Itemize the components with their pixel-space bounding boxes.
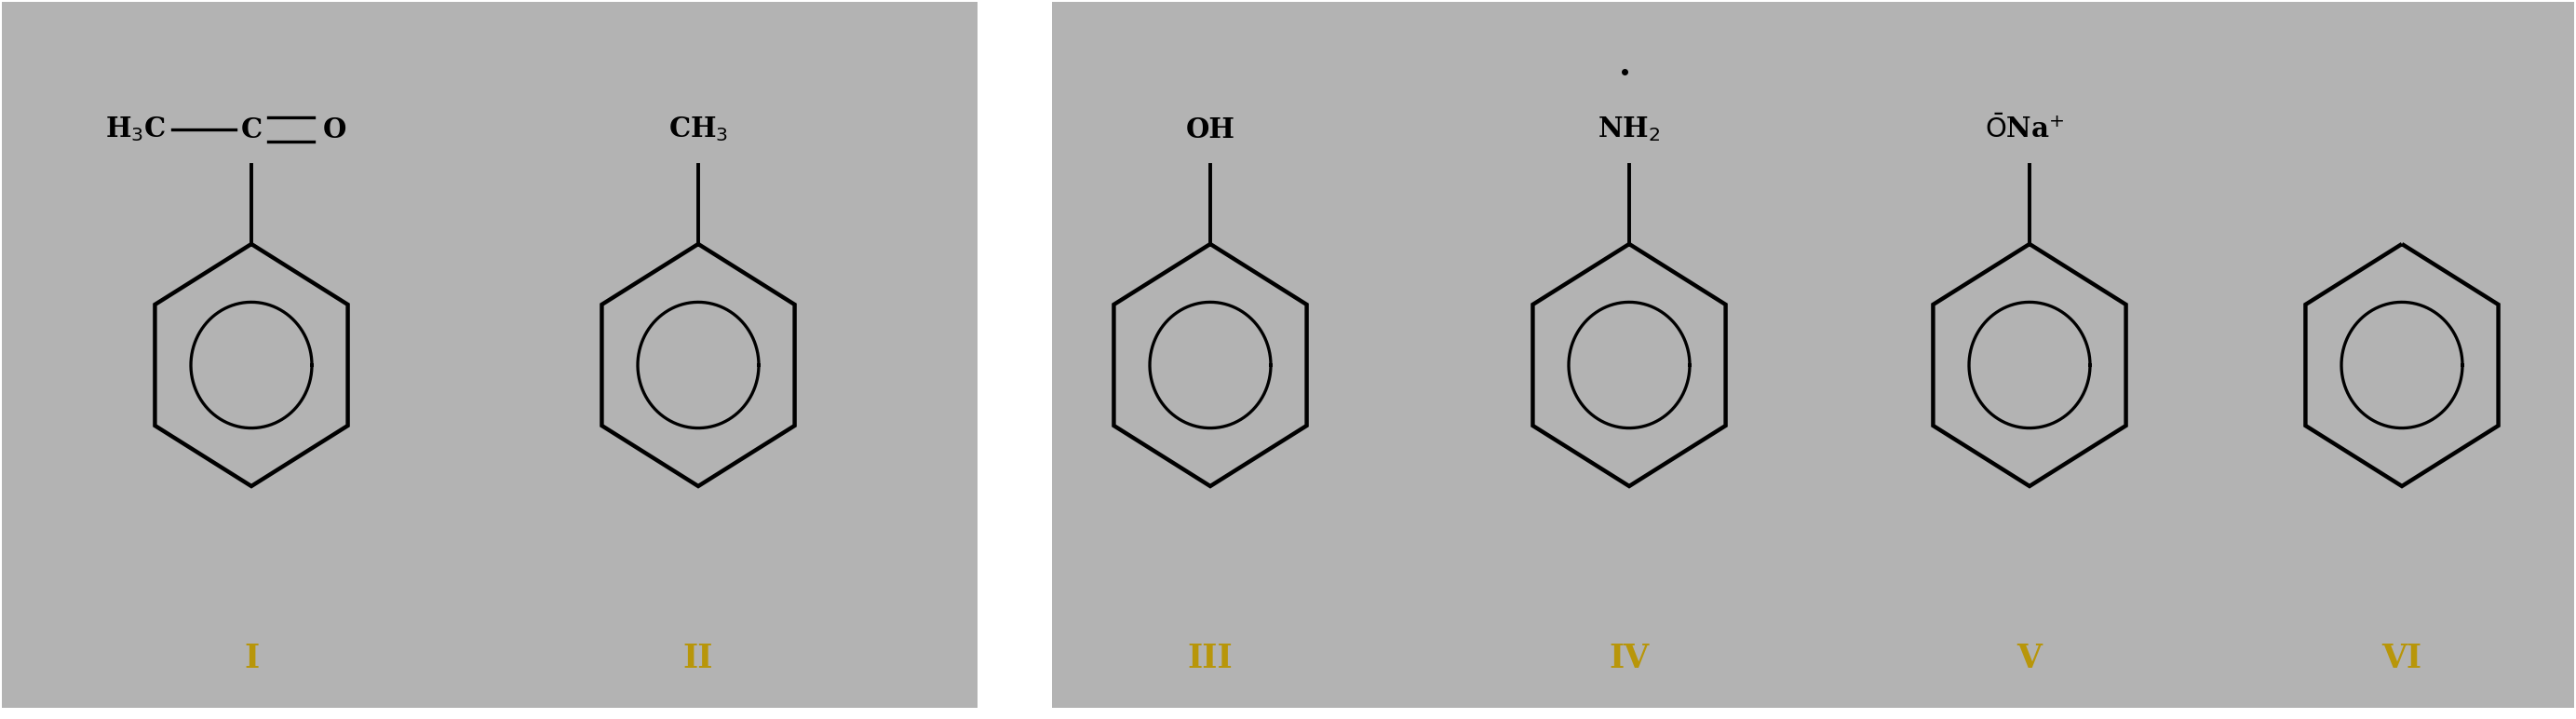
- Text: VI: VI: [2383, 643, 2421, 674]
- Text: C: C: [240, 116, 263, 143]
- Text: I: I: [245, 643, 260, 674]
- Bar: [3, 2, 976, 707]
- Text: H$_3$C: H$_3$C: [106, 115, 165, 144]
- Text: O: O: [322, 116, 348, 143]
- Text: IV: IV: [1610, 643, 1649, 674]
- Text: NH$_2$: NH$_2$: [1597, 115, 1662, 144]
- Text: $\bar{\mathrm{O}}$Na$^{+}$: $\bar{\mathrm{O}}$Na$^{+}$: [1986, 115, 2066, 144]
- Text: II: II: [683, 643, 714, 674]
- Text: CH$_3$: CH$_3$: [667, 115, 729, 144]
- Text: OH: OH: [1185, 116, 1234, 143]
- Text: V: V: [2017, 643, 2043, 674]
- Bar: [1051, 2, 2573, 707]
- Text: III: III: [1188, 643, 1234, 674]
